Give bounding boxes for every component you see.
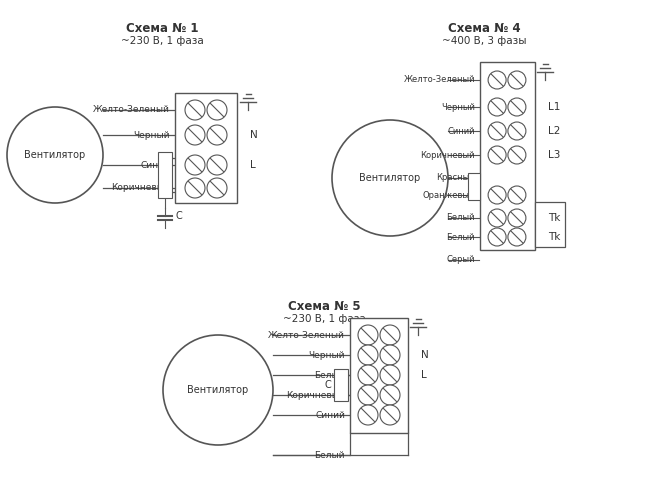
Circle shape (380, 405, 400, 425)
Text: N: N (250, 130, 258, 140)
Circle shape (7, 107, 103, 203)
Text: Оранжевый: Оранжевый (422, 190, 475, 200)
Text: Желто-Зеленый: Желто-Зеленый (93, 105, 170, 115)
Text: Синий: Синий (140, 161, 170, 169)
Text: ~230 В, 1 фаза: ~230 В, 1 фаза (121, 36, 203, 46)
Text: ~230 В, 1 фаза: ~230 В, 1 фаза (283, 314, 365, 324)
Circle shape (358, 385, 378, 405)
Circle shape (185, 125, 205, 145)
Circle shape (185, 178, 205, 198)
Circle shape (488, 71, 506, 89)
Text: L1: L1 (548, 102, 561, 112)
Bar (175, 93, 237, 203)
Text: Tk: Tk (548, 213, 561, 223)
Text: Схема № 4: Схема № 4 (448, 22, 520, 35)
Text: Черный: Черный (133, 130, 170, 140)
Bar (468, 173, 480, 200)
Text: Белый: Белый (446, 232, 475, 242)
Text: C: C (175, 211, 181, 221)
Circle shape (380, 365, 400, 385)
Text: Вентилятор: Вентилятор (187, 385, 249, 395)
Text: L3: L3 (548, 150, 561, 160)
Text: ~400 В, 3 фазы: ~400 В, 3 фазы (442, 36, 526, 46)
Circle shape (185, 155, 205, 175)
Circle shape (508, 186, 526, 204)
Circle shape (488, 186, 506, 204)
Circle shape (508, 228, 526, 246)
Circle shape (508, 146, 526, 164)
Text: Вентилятор: Вентилятор (25, 150, 86, 160)
Circle shape (332, 120, 448, 236)
Circle shape (207, 155, 227, 175)
Bar (480, 62, 535, 250)
Bar (535, 202, 565, 247)
Text: Схема № 5: Схема № 5 (288, 300, 360, 313)
Circle shape (380, 325, 400, 345)
Circle shape (488, 122, 506, 140)
Text: Серый: Серый (446, 256, 475, 264)
Circle shape (488, 98, 506, 116)
Text: Tk: Tk (548, 232, 561, 242)
Circle shape (358, 345, 378, 365)
Circle shape (508, 71, 526, 89)
Circle shape (207, 178, 227, 198)
Text: L: L (421, 370, 427, 380)
Circle shape (488, 228, 506, 246)
Text: Коричневый: Коричневый (286, 390, 345, 400)
Circle shape (207, 125, 227, 145)
Text: C: C (324, 380, 331, 390)
Text: Желто-Зеленый: Желто-Зеленый (404, 76, 475, 84)
Circle shape (488, 209, 506, 227)
Circle shape (508, 209, 526, 227)
Text: N: N (421, 350, 429, 360)
Circle shape (488, 146, 506, 164)
Circle shape (207, 100, 227, 120)
Text: Белый: Белый (446, 214, 475, 223)
Text: Черный: Черный (308, 350, 345, 360)
Text: L: L (250, 160, 256, 170)
Text: Схема № 1: Схема № 1 (126, 22, 198, 35)
Circle shape (358, 365, 378, 385)
Text: Желто-Зеленый: Желто-Зеленый (268, 330, 345, 340)
Circle shape (163, 335, 273, 445)
Text: Белый: Белый (314, 450, 345, 460)
Circle shape (358, 405, 378, 425)
Text: Синий: Синий (315, 410, 345, 420)
Circle shape (508, 98, 526, 116)
Text: Синий: Синий (448, 126, 475, 136)
Text: Красный: Красный (436, 174, 475, 183)
Circle shape (358, 325, 378, 345)
Bar (350, 318, 408, 433)
Circle shape (508, 122, 526, 140)
Bar (334, 369, 348, 401)
Text: Черный: Черный (441, 102, 475, 111)
Bar (158, 152, 172, 198)
Circle shape (380, 385, 400, 405)
Text: Вентилятор: Вентилятор (360, 173, 421, 183)
Text: Коричневый: Коричневый (421, 150, 475, 160)
Circle shape (380, 345, 400, 365)
Text: Коричневый: Коричневый (111, 183, 170, 192)
Circle shape (185, 100, 205, 120)
Text: L2: L2 (548, 126, 561, 136)
Text: Белый: Белый (314, 370, 345, 380)
